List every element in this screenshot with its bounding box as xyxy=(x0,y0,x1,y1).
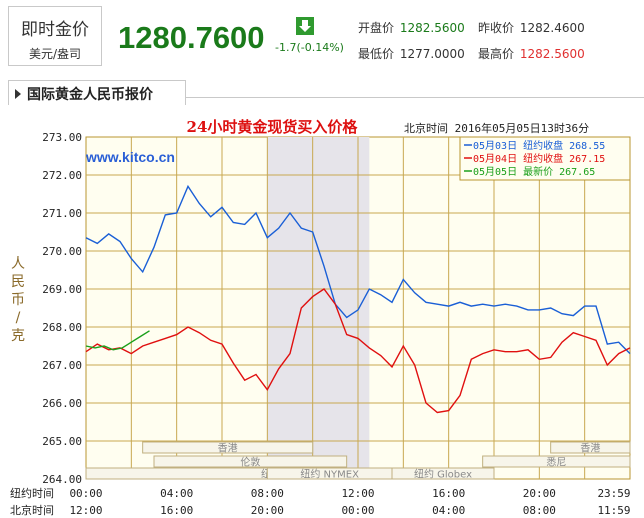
series-line-05月04日 xyxy=(85,288,631,414)
y-axis-label: 人民币 / 克 xyxy=(11,256,25,344)
title-box: 即时金价 美元/盎司 xyxy=(8,6,102,66)
legend-entry: 05月04日 纽约收盘 267.15 xyxy=(473,152,605,165)
open-stat: 开盘价 1282.5600 xyxy=(358,19,465,36)
y-tick-label: 267.00 xyxy=(42,359,82,372)
high-stat: 最高价 1282.5600 xyxy=(478,45,585,62)
high-value: 1282.5600 xyxy=(519,47,585,61)
x-top-tick: 08:00 xyxy=(251,487,284,500)
chart-title: 24小时黄金现货买入价格 xyxy=(187,118,359,136)
y-ticks: 273.00 272.00 271.00 270.00 269.00 268.00 267.… xyxy=(42,131,82,486)
nymex-shade xyxy=(267,137,370,479)
low-stat: 最低价 1277.0000 xyxy=(358,45,465,62)
x-bottom-tick: 16:00 xyxy=(160,504,193,517)
price-change: -1.7(-0.14%) xyxy=(275,41,344,54)
market-label: 伦敦 xyxy=(240,456,260,469)
x-bottom-tick: 04:00 xyxy=(432,504,465,517)
y-label-char: / xyxy=(16,310,21,326)
market-bar xyxy=(391,467,495,480)
open-value: 1282.5600 xyxy=(399,21,465,35)
series-line-05月05日 xyxy=(85,330,150,351)
y-label-char: 民 xyxy=(11,274,25,290)
series-line-05月03日 xyxy=(85,184,631,355)
y-tick-label: 264.00 xyxy=(42,473,82,486)
x-bottom-tick: 12:00 xyxy=(69,504,102,517)
shaded-session xyxy=(267,137,370,479)
quote-unit: 美元/盎司 xyxy=(28,47,82,61)
market-bar xyxy=(153,455,348,468)
y-tick-label: 271.00 xyxy=(42,207,82,220)
y-tick-label: 266.00 xyxy=(42,397,82,410)
quote-title: 即时金价 xyxy=(21,20,89,40)
market-label: 纽约 Globex xyxy=(414,468,472,481)
y-tick-label: 270.00 xyxy=(42,245,82,258)
x-bottom-axis-label: 北京时间 xyxy=(10,503,54,517)
prev-close-label: 昨收价 xyxy=(478,21,515,35)
quote-header: 即时金价 美元/盎司 1280.7600 -1.7(-0.14%) 开盘价 12… xyxy=(0,0,644,75)
x-top-tick: 20:00 xyxy=(523,487,556,500)
y-label-char: 人 xyxy=(11,256,25,272)
tab-gold-rmb[interactable]: 国际黄金人民币报价 xyxy=(8,80,186,105)
y-tick-label: 272.00 xyxy=(42,169,82,182)
x-top-tick: 12:00 xyxy=(341,487,374,500)
market-bar xyxy=(550,441,631,454)
series-lines xyxy=(85,184,631,414)
x-top-axis-label: 纽约时间 xyxy=(10,486,54,500)
chart-timestamp: 北京时间 2016年05月05日13时36分 xyxy=(404,121,589,135)
y-tick-label: 269.00 xyxy=(42,283,82,296)
x-bottom-tick: 08:00 xyxy=(523,504,556,517)
x-top-tick: 00:00 xyxy=(69,487,102,500)
tab-marker-icon xyxy=(15,89,21,99)
tab-label: 国际黄金人民币报价 xyxy=(27,87,153,103)
x-top-tick: 04:00 xyxy=(160,487,193,500)
x-bottom-tick: 00:00 xyxy=(341,504,374,517)
open-label: 开盘价 xyxy=(358,21,395,35)
legend-entry: 05月05日 最新价 267.65 xyxy=(473,165,595,178)
tab-divider xyxy=(8,97,644,98)
low-label: 最低价 xyxy=(358,47,395,61)
y-label-char: 币 xyxy=(11,292,25,308)
x-bottom-tick: 11:59 xyxy=(597,504,630,517)
prev-close-value: 1282.4600 xyxy=(519,21,585,35)
current-price: 1280.7600 xyxy=(118,20,265,55)
market-bar xyxy=(482,455,631,468)
x-bottom-tick: 20:00 xyxy=(251,504,284,517)
watermark: www.kitco.cn xyxy=(85,149,175,165)
market-label: 悉尼 xyxy=(546,457,566,469)
prev-close-stat: 昨收价 1282.4600 xyxy=(478,19,585,36)
low-value: 1277.0000 xyxy=(399,47,465,61)
market-label: 纽约 NYMEX xyxy=(300,468,359,481)
y-tick-label: 268.00 xyxy=(42,321,82,334)
y-tick-label: 273.00 xyxy=(42,131,82,144)
market-label: 香港 xyxy=(580,443,600,455)
x-top-tick: 16:00 xyxy=(432,487,465,500)
market-label: 香港 xyxy=(218,443,238,455)
legend-entry: 05月03日 纽约收盘 268.55 xyxy=(473,139,605,152)
y-tick-label: 265.00 xyxy=(42,435,82,448)
down-arrow-icon xyxy=(296,17,314,35)
market-bar xyxy=(142,441,314,454)
y-label-char: 克 xyxy=(11,328,25,344)
high-label: 最高价 xyxy=(478,47,515,61)
x-top-tick: 23:59 xyxy=(597,487,630,500)
